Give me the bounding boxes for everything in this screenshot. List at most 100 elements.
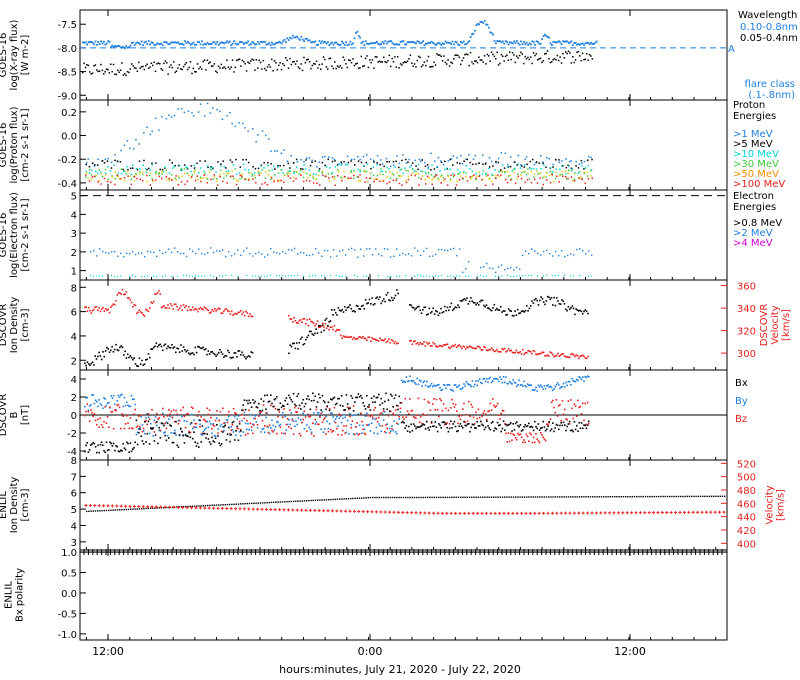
legend-entry: >2 MeV — [733, 228, 773, 239]
data-point — [427, 400, 429, 403]
data-point — [168, 248, 170, 250]
data-point — [208, 409, 211, 411]
data-point — [540, 254, 542, 256]
data-point — [147, 420, 150, 423]
y2-tick-label: 400 — [737, 539, 756, 550]
data-point — [440, 174, 443, 176]
data-point — [376, 154, 379, 157]
data-point — [125, 508, 127, 511]
data-point — [158, 417, 160, 419]
data-point — [312, 499, 314, 502]
data-point — [567, 42, 570, 44]
data-point — [324, 401, 326, 404]
data-point — [546, 157, 548, 159]
data-point — [520, 353, 523, 355]
data-point — [106, 160, 109, 162]
data-point — [296, 60, 298, 62]
data-point — [524, 441, 526, 444]
data-point — [141, 424, 144, 426]
data-point — [472, 347, 475, 350]
data-point — [246, 356, 249, 358]
data-point — [402, 252, 404, 255]
data-point — [511, 170, 513, 172]
data-point — [537, 496, 539, 498]
data-point — [378, 275, 380, 277]
data-point — [143, 132, 145, 134]
data-point — [307, 58, 309, 61]
data-point — [225, 419, 228, 421]
data-point — [93, 43, 95, 46]
data-point — [437, 156, 440, 159]
panel-frame-6 — [79, 459, 728, 551]
data-point — [453, 43, 455, 46]
data-point — [146, 63, 148, 65]
data-point — [526, 425, 529, 427]
data-point — [481, 423, 483, 426]
data-point — [185, 350, 187, 353]
data-point — [393, 414, 396, 416]
data-point — [130, 301, 133, 304]
data-point — [574, 428, 577, 431]
data-point — [455, 54, 458, 56]
data-point — [333, 158, 336, 161]
data-point — [340, 164, 343, 166]
data-point — [357, 337, 359, 340]
data-point — [510, 432, 512, 435]
data-point — [303, 160, 305, 163]
data-point — [234, 253, 236, 255]
data-point — [94, 355, 96, 357]
data-point — [93, 175, 96, 178]
data-point — [327, 41, 329, 44]
data-point — [529, 426, 531, 428]
data-point — [136, 168, 139, 171]
data-point — [591, 275, 593, 277]
data-point — [367, 181, 369, 183]
y-tick-label: -4 — [67, 447, 77, 458]
data-point — [546, 423, 548, 425]
data-point — [507, 382, 510, 385]
data-point — [169, 303, 172, 305]
data-point — [524, 181, 526, 184]
data-point — [567, 177, 569, 180]
data-point — [561, 353, 563, 355]
data-point — [100, 423, 103, 426]
data-point — [349, 415, 351, 418]
data-point — [348, 407, 350, 410]
data-point — [295, 405, 297, 407]
data-point — [306, 500, 308, 502]
data-point — [140, 414, 142, 416]
data-point — [227, 66, 230, 68]
data-point — [456, 157, 458, 159]
data-point — [512, 379, 514, 381]
data-point — [233, 352, 236, 354]
data-point — [363, 337, 366, 340]
data-point — [222, 249, 224, 251]
data-point — [213, 251, 215, 254]
data-point — [298, 432, 301, 435]
data-point — [463, 420, 465, 423]
data-point — [444, 160, 446, 163]
data-point — [151, 427, 153, 429]
data-point — [543, 426, 546, 428]
series-proton-0 — [85, 102, 592, 169]
data-point — [103, 177, 106, 180]
data-point — [139, 363, 142, 365]
data-point — [380, 61, 382, 63]
data-point — [591, 158, 593, 161]
data-point — [219, 425, 222, 427]
data-point — [166, 415, 169, 417]
data-point — [98, 70, 101, 72]
data-point — [305, 159, 307, 161]
data-point — [484, 184, 487, 187]
data-point — [549, 170, 552, 173]
data-point — [294, 36, 297, 39]
data-point — [476, 302, 479, 304]
data-point — [244, 168, 246, 171]
data-point — [447, 159, 449, 162]
data-point — [524, 43, 527, 45]
data-point — [139, 67, 141, 69]
data-point — [554, 427, 556, 429]
data-point — [389, 165, 392, 168]
data-point — [526, 496, 528, 498]
data-point — [124, 293, 126, 296]
